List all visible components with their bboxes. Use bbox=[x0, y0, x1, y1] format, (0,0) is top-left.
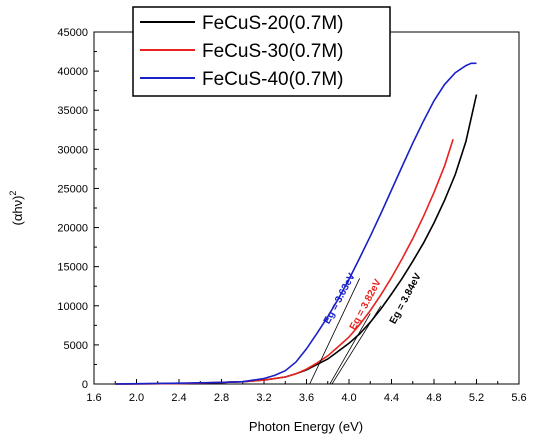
legend: FeCuS-20(0.7M) FeCuS-30(0.7M) FeCuS-40(0.7… bbox=[132, 6, 391, 97]
tangent-line-2 bbox=[329, 313, 371, 385]
y-tick-label: 40000 bbox=[57, 66, 88, 78]
y-tick-label: 10000 bbox=[57, 301, 88, 313]
y-tick-label: 0 bbox=[82, 379, 88, 391]
x-tick-label: 4.4 bbox=[384, 392, 399, 404]
y-tick-label: 25000 bbox=[57, 183, 88, 195]
legend-box bbox=[132, 6, 391, 97]
x-tick-label: 2.4 bbox=[171, 392, 186, 404]
y-tick-label: 45000 bbox=[57, 27, 88, 39]
legend-label-2: FeCuS-30(0.7M) bbox=[202, 41, 344, 62]
y-axis-title: (αhν)2 bbox=[8, 191, 25, 226]
bandgap-label-3: Eg = 3.84eV bbox=[388, 271, 424, 326]
tangent-line-1 bbox=[309, 278, 360, 385]
y-tick-label: 30000 bbox=[57, 144, 88, 156]
series-line-2 bbox=[115, 138, 454, 385]
series-line-3 bbox=[115, 62, 477, 385]
y-axis-title-base: (αhν) bbox=[10, 196, 25, 226]
bandgap-label-2: Eg = 3.82eV bbox=[348, 277, 384, 332]
x-axis-title: Photon Energy (eV) bbox=[249, 419, 363, 434]
tangent-line-3 bbox=[331, 305, 382, 385]
axis-ticks: 1.6 2.0 2.4 2.8 3.2 3.6 4.0 4.4 4.8 5.2 5.6 0 5000 10… bbox=[57, 27, 526, 404]
x-tick-label: 2.8 bbox=[214, 392, 229, 404]
y-axis-title-superscript: 2 bbox=[8, 191, 18, 196]
x-tick-label: 3.2 bbox=[256, 392, 271, 404]
legend-label-1: FeCuS-20(0.7M) bbox=[202, 13, 344, 34]
x-tick-label: 5.6 bbox=[511, 392, 526, 404]
series-line-1 bbox=[115, 94, 478, 385]
legend-label-3: FeCuS-40(0.7M) bbox=[202, 69, 344, 90]
series-layer bbox=[115, 62, 478, 385]
x-tick-label: 1.6 bbox=[86, 392, 101, 404]
y-tick-label: 35000 bbox=[57, 105, 88, 117]
x-tick-label: 4.0 bbox=[341, 392, 356, 404]
x-tick-label: 5.2 bbox=[469, 392, 484, 404]
x-tick-label: 4.8 bbox=[426, 392, 441, 404]
y-tick-label: 20000 bbox=[57, 223, 88, 235]
x-tick-label: 2.0 bbox=[129, 392, 144, 404]
x-tick-label: 3.6 bbox=[299, 392, 314, 404]
y-tick-label: 15000 bbox=[57, 262, 88, 274]
y-tick-label: 5000 bbox=[64, 340, 88, 352]
